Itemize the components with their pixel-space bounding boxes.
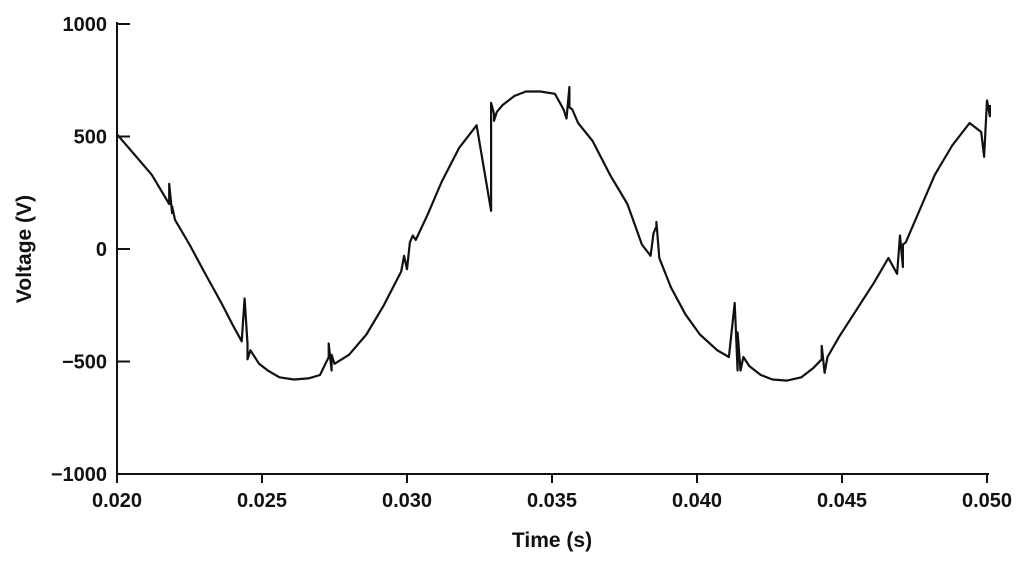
x-tick-label: 0.030 <box>382 490 432 512</box>
y-tick-label: 1000 <box>63 14 108 36</box>
x-tick-label: 0.020 <box>92 490 142 512</box>
x-tick-label: 0.035 <box>527 490 577 512</box>
x-tick-label: 0.045 <box>817 490 867 512</box>
y-tick-label: −500 <box>62 352 107 374</box>
y-tick-label: 0 <box>96 239 107 261</box>
axes <box>116 22 989 475</box>
ticks: 1000 500 0 −500 −1000 0.020 0.025 0.030 0.035 0.0… <box>51 14 1012 512</box>
y-tick-label: 500 <box>74 127 107 149</box>
voltage-series-line <box>116 85 992 382</box>
x-tick-label: 0.050 <box>962 490 1012 512</box>
y-axis-label: Voltage (V) <box>13 195 36 303</box>
y-tick-label: −1000 <box>51 464 107 486</box>
x-tick-label: 0.040 <box>672 490 722 512</box>
series-layer <box>116 85 992 382</box>
x-tick-label: 0.025 <box>237 490 287 512</box>
x-axis-label: Time (s) <box>512 529 592 552</box>
